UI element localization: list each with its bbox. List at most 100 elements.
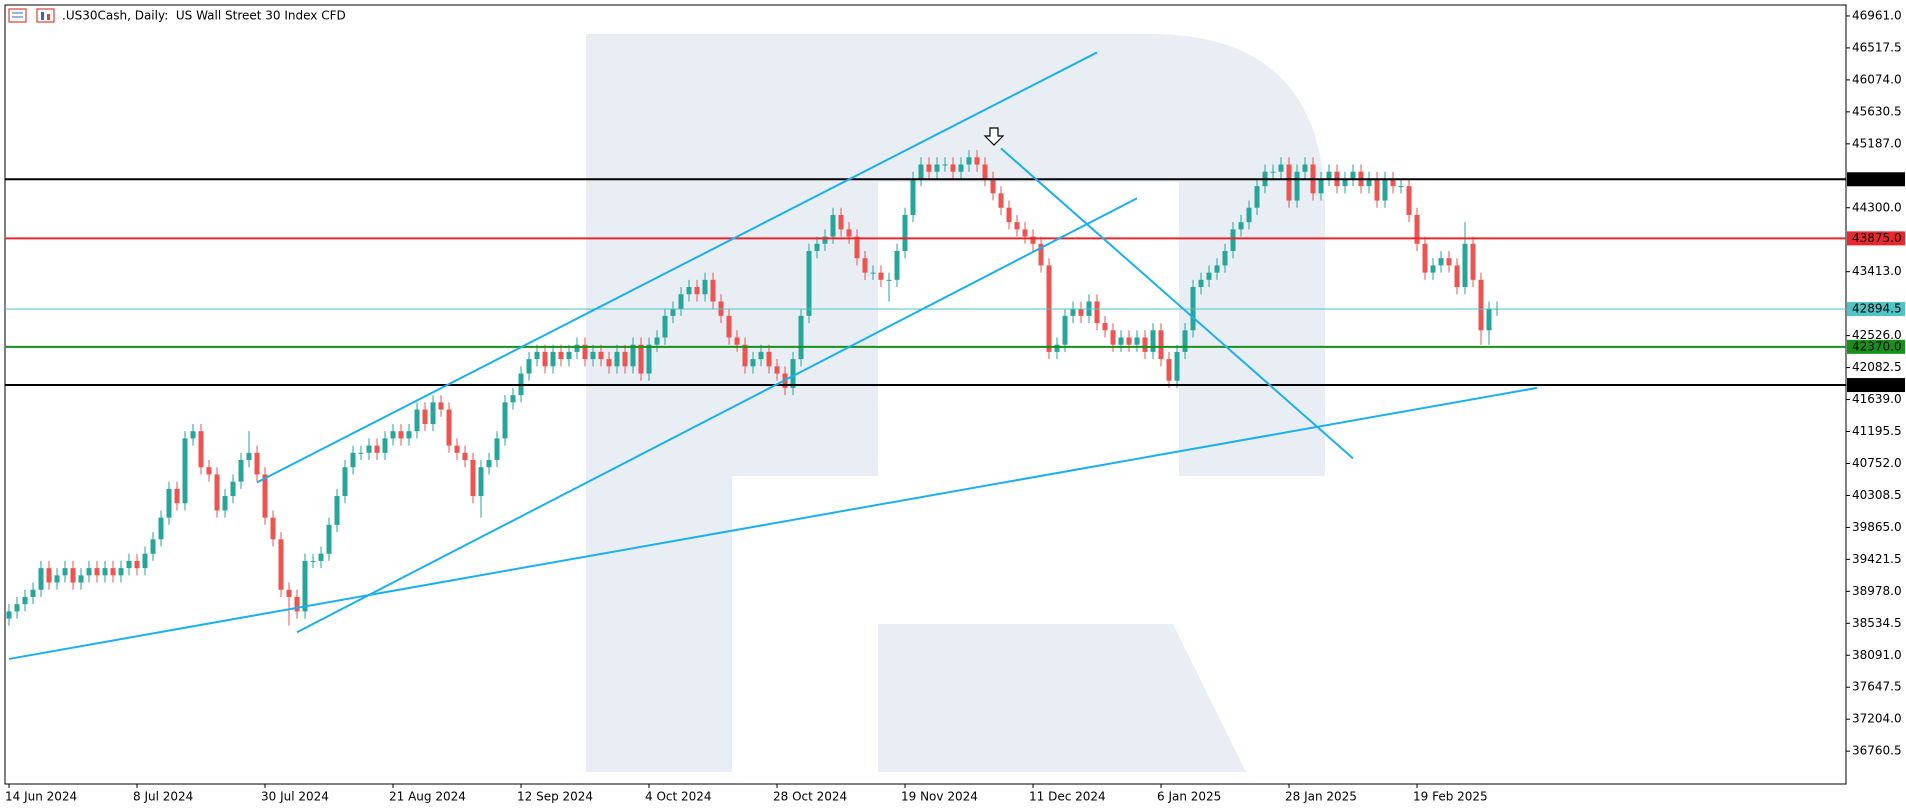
candle-body: [86, 568, 92, 576]
candle-body: [1390, 178, 1396, 187]
icon: [36, 8, 55, 23]
candle-body: [494, 438, 500, 461]
candle-body: [414, 409, 420, 432]
candle-body: [46, 568, 52, 583]
watermark: [586, 34, 1325, 772]
candle-body: [326, 524, 332, 554]
candle-body: [1206, 272, 1212, 280]
trend-line: [1000, 147, 1354, 460]
candle-body: [198, 431, 204, 468]
candle-body: [158, 517, 164, 540]
candle-body: [502, 402, 508, 439]
candle-body: [278, 539, 284, 590]
candle-body: [1070, 308, 1076, 316]
icon: [47, 14, 50, 20]
candle-body: [1182, 330, 1188, 352]
candle-body: [982, 164, 988, 179]
candle-body: [1110, 330, 1116, 345]
candle-body: [662, 315, 668, 338]
x-tick-label: 21 Aug 2024: [389, 790, 466, 804]
y-tick-label: 46517.5: [1852, 40, 1902, 54]
candle-body: [1102, 323, 1108, 331]
candle-body: [1038, 243, 1044, 266]
drawings: [5, 51, 1846, 660]
candle-body: [942, 164, 948, 166]
candle-body: [1254, 186, 1260, 208]
watermark-leg: [878, 624, 1246, 772]
candle-body: [1118, 337, 1124, 345]
candle-body: [70, 568, 76, 583]
candle-body: [438, 402, 444, 410]
candle-body: [814, 243, 820, 251]
candle-body: [630, 344, 636, 367]
candle-body: [30, 589, 36, 597]
candle-body: [542, 351, 548, 367]
y-tick-label: 39421.5: [1852, 552, 1902, 566]
candle-body: [526, 359, 532, 374]
candle-body: [598, 351, 604, 360]
candle-body: [902, 214, 908, 251]
candle-body: [934, 164, 940, 172]
candle-body: [1030, 236, 1036, 244]
candle-body: [734, 337, 740, 345]
candle-body: [558, 351, 564, 360]
candle-body: [310, 560, 316, 562]
candle-body: [22, 596, 28, 605]
candle-body: [1174, 351, 1180, 381]
candle-body: [1222, 250, 1228, 266]
candle-body: [510, 395, 516, 403]
candle-body: [1398, 186, 1404, 188]
candle-body: [62, 568, 68, 576]
candle-body: [1054, 344, 1060, 352]
candle-body: [182, 438, 188, 504]
candle-body: [118, 568, 124, 576]
candle-body: [1238, 222, 1244, 230]
candle-body: [590, 351, 596, 360]
candle-body: [166, 488, 172, 518]
candle-body: [1270, 171, 1276, 173]
candle-body: [1462, 243, 1468, 288]
candle-body: [14, 604, 20, 612]
level-label: 44695.0: [1852, 172, 1902, 186]
candle-body: [390, 431, 396, 439]
candle-body: [990, 178, 996, 194]
candle-body: [190, 431, 196, 439]
y-tick-label: 44300.0: [1852, 200, 1902, 214]
candle-body: [254, 452, 260, 475]
candle-body: [758, 351, 764, 360]
candle-body: [798, 315, 804, 360]
arrow-icon: [983, 127, 1005, 146]
candle-body: [1078, 308, 1084, 316]
candle-body: [1382, 178, 1388, 201]
candle-body: [806, 250, 812, 316]
candle-body: [422, 409, 428, 424]
candle-body: [606, 359, 612, 367]
candle-body: [214, 474, 220, 511]
watermark-bowl: [732, 34, 1325, 476]
x-tick-label: 8 Jul 2024: [133, 790, 193, 804]
candle-body: [1446, 258, 1452, 266]
candle-body: [686, 287, 692, 295]
candle-body: [470, 460, 476, 497]
candle-body: [726, 315, 732, 338]
y-tick-label: 38534.5: [1852, 616, 1902, 630]
y-tick-label: 36760.5: [1852, 744, 1902, 758]
candle-body: [862, 258, 868, 273]
candle-body: [1126, 337, 1132, 345]
candle-body: [742, 344, 748, 367]
candle-body: [1150, 330, 1156, 352]
candle-body: [1414, 214, 1420, 244]
y-tick-label: 43413.0: [1852, 264, 1902, 278]
candle-body: [678, 294, 684, 309]
candle-body: [854, 236, 860, 259]
y-tick-label: 37204.0: [1852, 712, 1902, 726]
candle-body: [966, 157, 972, 165]
y-tick-label: 42526.0: [1852, 328, 1902, 342]
candle-body: [430, 402, 436, 424]
level-label: 43875.0: [1852, 231, 1902, 245]
candle-body: [654, 337, 660, 345]
candle-body: [1006, 207, 1012, 223]
candle-body: [150, 539, 156, 554]
trend-line: [256, 51, 1098, 484]
candle-body: [886, 279, 892, 281]
